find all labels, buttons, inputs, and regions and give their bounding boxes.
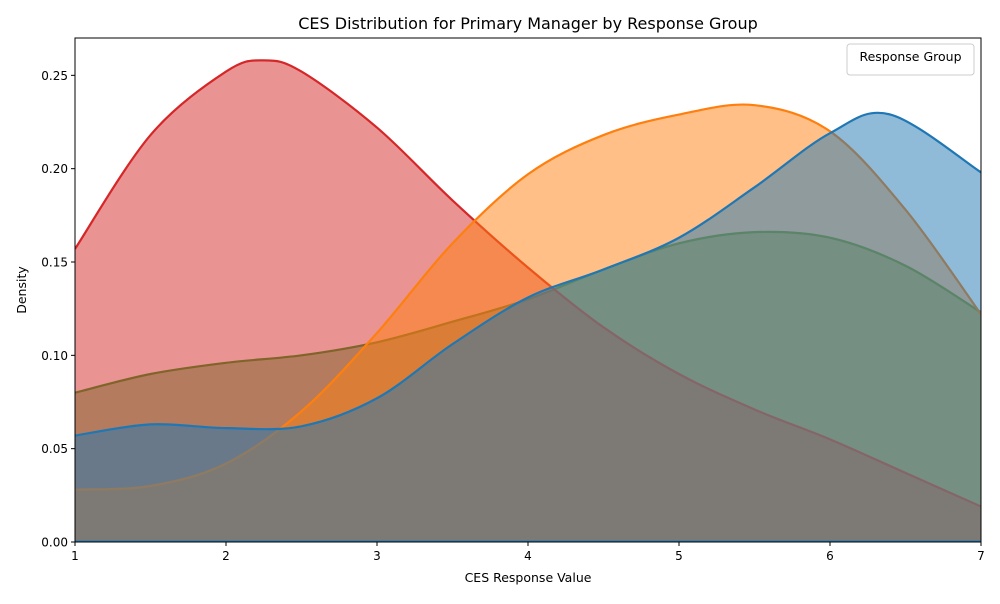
- y-tick-label: 0.20: [41, 162, 68, 176]
- x-axis-label: CES Response Value: [465, 570, 592, 585]
- chart-title: CES Distribution for Primary Manager by …: [298, 14, 758, 33]
- x-tick-label: 2: [222, 549, 230, 563]
- axes: 1 2 3 4 5 6 7 0.00 0.05 0.10 0.15 0.20 0.25: [41, 37, 985, 563]
- legend: Response Group: [846, 43, 975, 76]
- x-tick-label: 6: [826, 549, 834, 563]
- y-axis-label: Density: [14, 266, 29, 314]
- y-tick-label: 0.25: [41, 69, 68, 83]
- legend-title: Response Group: [859, 49, 961, 64]
- x-tick-label: 1: [71, 549, 79, 563]
- y-tick-label: 0.15: [41, 256, 68, 270]
- y-tick-label: 0.05: [41, 442, 68, 456]
- y-tick-label: 0.10: [41, 349, 68, 363]
- series-3-line: [75, 111, 981, 437]
- series-3-area: [75, 112, 981, 542]
- x-tick-label: 5: [675, 549, 683, 563]
- x-tick-label: 3: [373, 549, 381, 563]
- x-tick-label: 4: [524, 549, 532, 563]
- plot-area: [75, 59, 981, 542]
- x-tick-label: 7: [977, 549, 985, 563]
- legend-box: [846, 43, 975, 76]
- y-tick-label: 0.00: [41, 536, 68, 550]
